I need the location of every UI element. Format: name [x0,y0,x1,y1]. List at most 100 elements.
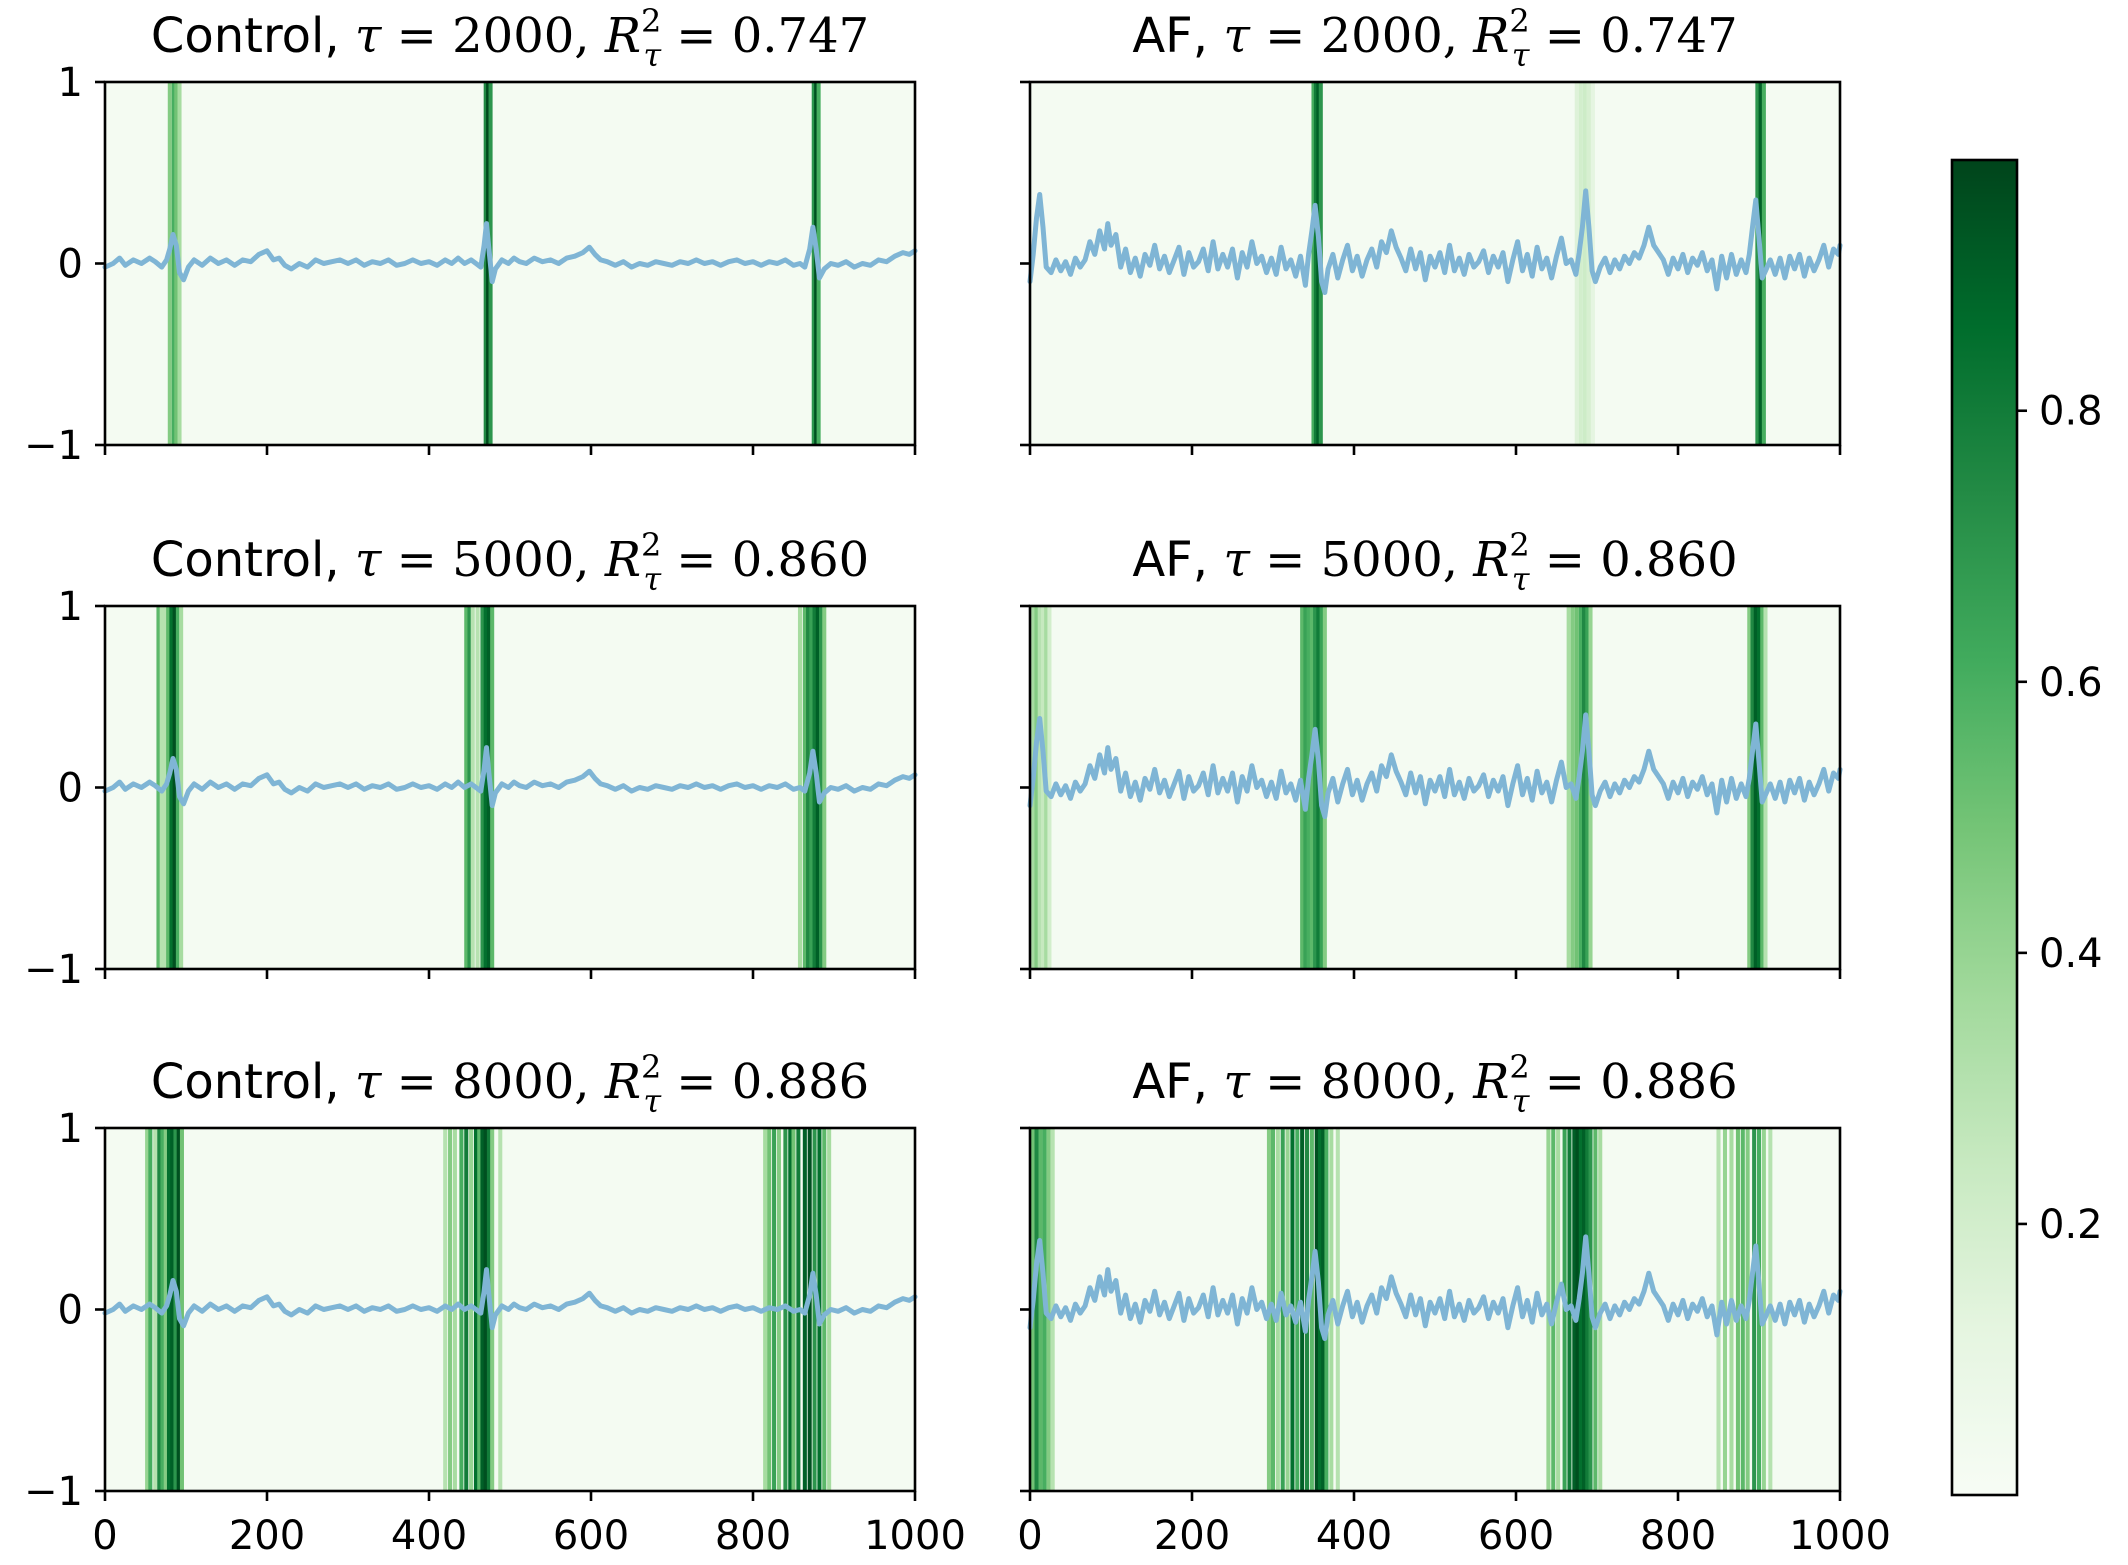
attribution-band [145,1128,150,1491]
attribution-band [172,606,177,969]
attribution-band [1324,1128,1329,1491]
attribution-band [1593,1128,1598,1491]
attribution-band [483,1128,488,1491]
x-tick-label: 0 [92,1513,117,1559]
y-tick-label: 1 [58,1106,83,1152]
attribution-band [1040,606,1045,969]
y-tick-label: 1 [58,60,83,106]
x-tick-label: 400 [391,1513,467,1559]
attribution-band [809,606,814,969]
attribution-band [1586,82,1591,445]
attribution-band [170,1128,175,1491]
attribution-band [1763,606,1768,969]
attribution-band [1582,1128,1587,1491]
attribution-band [1335,1128,1340,1491]
colorbar-tick-label: 0.8 [2039,389,2103,435]
attribution-band [1314,1128,1319,1491]
attribution-band [179,606,184,969]
attribution-band [1556,1128,1561,1491]
attribution-band [1761,1128,1766,1491]
attribution-band [812,606,817,969]
attribution-band [166,606,171,969]
attribution-band [1309,1128,1314,1491]
panel-top-right: AF, τ = 2000, R2 τ = 0.747 [1020,2,1843,455]
attribution-band [807,1128,812,1491]
attribution-band [1311,82,1316,445]
x-tick-label: 600 [553,1513,629,1559]
attribution-band [1038,1128,1043,1491]
attribution-band [1047,606,1052,969]
x-tick-label: 200 [1154,1513,1230,1559]
panel-bottom-right: 0 200 400 600 800 1000 AF, τ = 8000, R2 τ = 0.8… [1017,1048,1891,1559]
colorbar-tick-label: 0.2 [2039,1202,2103,1248]
colorbar-tick-label: 0.4 [2039,931,2103,977]
x-tick-label: 200 [229,1513,305,1559]
attribution-band [1582,606,1587,969]
x-tick-label: 800 [715,1513,791,1559]
attribution-band [1578,82,1583,445]
attribution-band [822,606,827,969]
panel-title: Control, τ = 8000, R2 τ = 0.886 [151,1048,869,1120]
y-tick-label: −1 [24,947,83,993]
attribution-band [173,1128,178,1491]
attribution-band [483,82,488,445]
attribution-band [167,82,172,445]
attribution-band [1309,606,1314,969]
ecg-signal-line [1027,188,1843,295]
ecg-signal-line [102,745,918,809]
panel-top-left: 1 0 −1 Control, τ = 2000, R2 τ = 0.747 [24,2,918,469]
attribution-band [811,82,816,445]
attribution-band [1034,1128,1039,1491]
attribution-band [169,606,174,969]
attribution-band [1046,1128,1051,1491]
attribution-band [1578,1128,1583,1491]
panel-title: AF, τ = 2000, R2 τ = 0.747 [1132,2,1737,74]
attribution-band [1582,82,1587,445]
attribution-band [1753,606,1758,969]
attribution-band [1313,82,1318,445]
attribution-band [1034,606,1039,969]
ecg-signal-line [1027,1234,1843,1341]
x-tick-label: 400 [1316,1513,1392,1559]
ecg-signal-line [102,221,918,285]
attribution-band [822,1128,827,1491]
attribution-band [469,1128,474,1491]
attribution-band [1585,606,1590,969]
panel-title: Control, τ = 2000, R2 τ = 0.747 [151,2,869,74]
y-tick-label: −1 [24,1469,83,1515]
panel-middle-left: 1 0 −1 Control, τ = 5000, R2 τ = 0.860 [24,526,918,993]
attribution-band [1752,1128,1757,1491]
y-tick-label: −1 [24,423,83,469]
colorbar-tick-label: 0.6 [2039,660,2103,706]
y-tick-label: 0 [58,1288,83,1334]
attribution-band [1037,606,1042,969]
attribution-band [819,606,824,969]
attribution-band [1750,606,1755,969]
attribution-band [171,82,176,445]
attribution-band [1313,606,1318,969]
attribution-band [1761,82,1766,445]
colorbar-frame [1950,158,2019,1497]
y-tick-label: 0 [58,242,83,288]
attribution-band [443,1128,448,1491]
attribution-band [1585,1128,1590,1491]
attribution-band [148,1128,153,1491]
panel-title: Control, τ = 5000, R2 τ = 0.860 [151,526,869,598]
x-tick-label: 1000 [1789,1513,1891,1559]
attribution-band [166,1128,172,1491]
attribution-band [1322,606,1327,969]
attribution-band [483,606,488,969]
attribution-band [1755,82,1760,445]
colorbar: 0.8 0.6 0.4 0.2 [1950,158,2103,1497]
y-tick-label: 0 [58,766,83,812]
panel-title: AF, τ = 8000, R2 τ = 0.886 [1132,1048,1737,1120]
attribution-band [783,1128,788,1491]
x-tick-label: 600 [1478,1513,1554,1559]
panel-middle-right: AF, τ = 5000, R2 τ = 0.860 [1020,526,1843,979]
y-tick-label: 1 [58,584,83,630]
colorbar-gradient [1952,160,2017,1495]
x-tick-label: 0 [1017,1513,1042,1559]
panel-title: AF, τ = 5000, R2 τ = 0.860 [1132,526,1737,598]
